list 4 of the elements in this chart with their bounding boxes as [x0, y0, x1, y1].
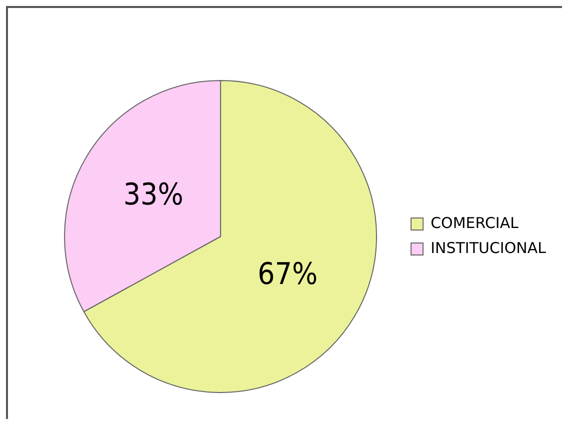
data-label: 33% [123, 178, 184, 213]
data-label: 67% [258, 257, 318, 292]
legend-label: INSTITUCIONAL [430, 238, 547, 257]
legend-label: COMERCIAL [430, 214, 520, 232]
